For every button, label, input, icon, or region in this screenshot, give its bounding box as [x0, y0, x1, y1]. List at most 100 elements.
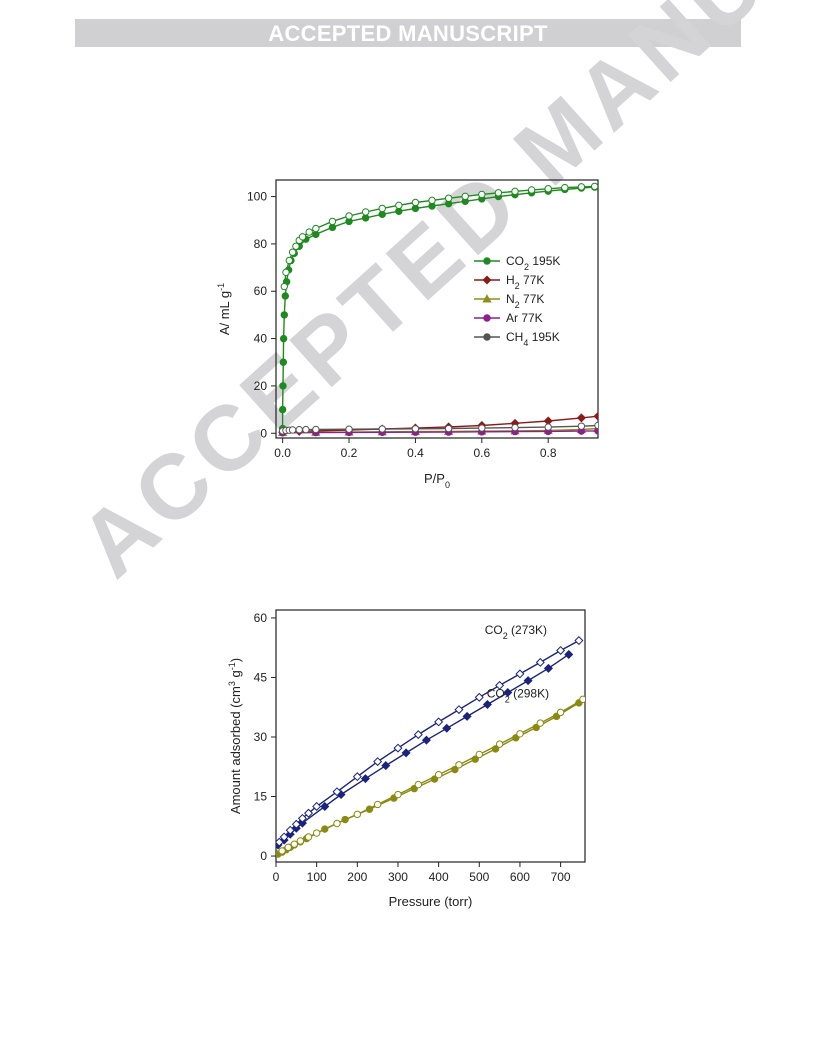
data-point — [390, 794, 398, 802]
y-tick-label: 80 — [254, 237, 268, 251]
data-point — [442, 723, 452, 733]
data-point — [276, 850, 282, 858]
series-line — [281, 698, 584, 852]
data-point — [544, 427, 552, 436]
data-point — [282, 268, 290, 277]
data-point — [345, 425, 353, 433]
data-point — [295, 242, 303, 250]
data-point — [361, 214, 370, 222]
data-point — [535, 657, 545, 667]
chart-2: 0 100 200 300 400 500 600 700 0 15 30 45 60 Pressure … — [227, 609, 586, 909]
data-point — [312, 801, 322, 811]
data-point — [552, 712, 561, 721]
data-point — [278, 847, 286, 855]
data-point — [285, 256, 293, 265]
data-point — [296, 838, 305, 846]
data-point — [312, 224, 320, 233]
data-point — [544, 423, 552, 431]
data-point — [594, 427, 598, 435]
data-point — [290, 841, 298, 849]
data-point — [515, 669, 525, 679]
y-tick-label: 60 — [254, 284, 268, 298]
data-point — [345, 428, 353, 437]
data-point — [296, 837, 305, 845]
series-annotation: CO2 (273K) — [485, 623, 547, 641]
data-point — [345, 212, 353, 220]
legend-label: CH4 195K — [506, 330, 560, 348]
y-tick-label: 0 — [260, 849, 267, 863]
data-point — [543, 663, 553, 673]
plot-frame — [275, 609, 586, 863]
legend-marker — [482, 294, 492, 303]
data-point — [312, 230, 320, 239]
data-point — [512, 734, 520, 742]
data-point — [434, 717, 444, 727]
data-point — [543, 425, 553, 434]
data-point — [378, 428, 386, 437]
data-point — [577, 427, 586, 435]
data-point — [511, 423, 519, 432]
data-point — [543, 416, 553, 426]
data-point — [410, 423, 420, 433]
data-point — [276, 840, 283, 850]
data-point — [305, 228, 313, 236]
data-point — [320, 801, 330, 811]
data-point — [290, 840, 298, 848]
data-point — [411, 428, 420, 436]
series-line — [277, 653, 570, 846]
data-point — [410, 784, 418, 793]
y-tick-label: 60 — [254, 611, 268, 625]
data-point — [444, 422, 454, 432]
data-point — [328, 217, 337, 226]
data-point — [276, 837, 284, 847]
data-point — [381, 761, 391, 771]
data-point — [336, 790, 346, 800]
data-point — [478, 428, 486, 436]
data-point — [414, 780, 423, 789]
data-point — [284, 266, 293, 274]
data-point — [302, 834, 311, 843]
x-tick-label: 0.2 — [341, 446, 358, 460]
x-tick-label: 600 — [510, 870, 530, 884]
data-point — [443, 426, 454, 435]
data-point — [413, 730, 423, 740]
data-point — [297, 813, 307, 823]
data-point — [291, 823, 301, 833]
series-line — [278, 639, 580, 843]
data-point — [575, 699, 583, 707]
watermark: ACCEPTED MANUSCRIPT — [60, 0, 816, 597]
data-point — [411, 425, 420, 433]
data-point — [361, 208, 370, 216]
data-point — [285, 825, 295, 835]
data-point — [477, 426, 487, 435]
series-line — [282, 430, 598, 434]
x-tick-label: 500 — [469, 870, 489, 884]
data-point — [462, 711, 472, 721]
data-point — [345, 217, 353, 226]
x-tick-label: 0 — [273, 870, 280, 884]
data-point — [344, 425, 354, 435]
data-point — [410, 426, 421, 436]
data-point — [344, 427, 354, 436]
data-point — [312, 829, 321, 837]
legend-marker — [483, 333, 491, 341]
legend-label: N2 77K — [506, 292, 544, 310]
data-point — [511, 427, 519, 436]
legend-label: CO2 195K — [506, 254, 560, 272]
data-point — [332, 787, 342, 797]
data-point — [510, 426, 520, 435]
data-point — [287, 256, 295, 265]
data-point — [328, 223, 337, 232]
data-point — [295, 236, 303, 245]
data-point — [373, 757, 383, 767]
data-point — [282, 278, 291, 286]
data-point — [477, 420, 487, 430]
data-point — [593, 411, 598, 421]
data-point — [574, 636, 584, 646]
data-point — [576, 413, 586, 423]
x-tick-label: 200 — [347, 870, 367, 884]
data-point — [576, 424, 587, 433]
data-point — [536, 719, 544, 727]
data-point — [579, 695, 585, 703]
data-point — [510, 418, 520, 428]
